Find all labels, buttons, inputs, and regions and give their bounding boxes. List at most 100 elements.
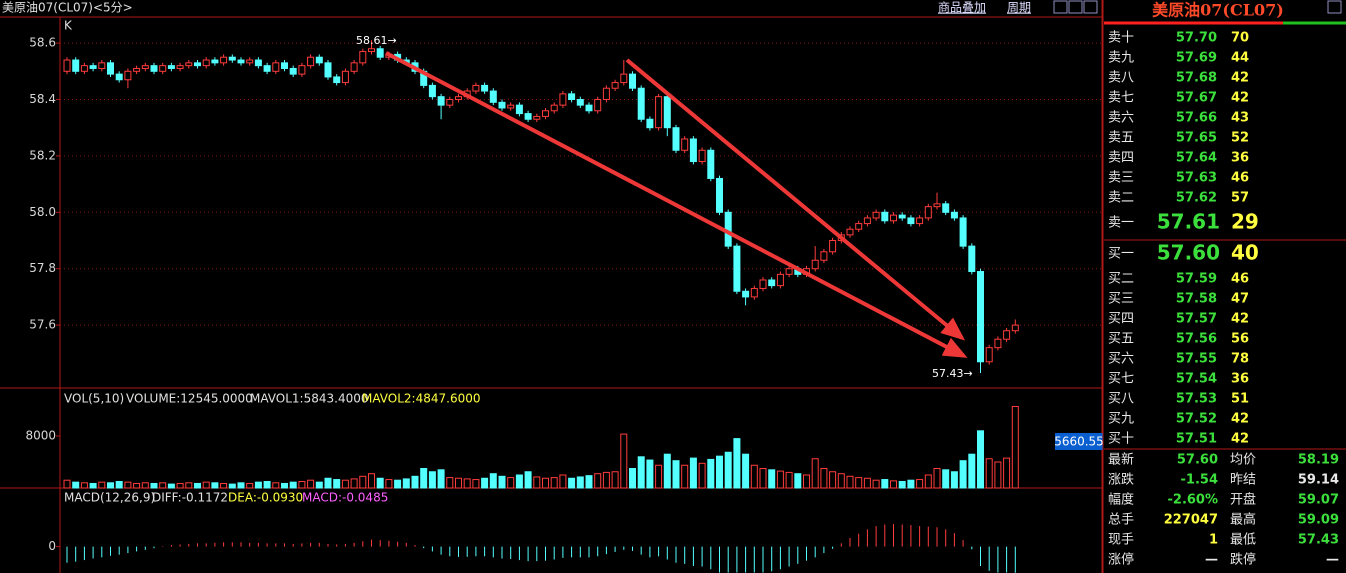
- volume-bar: [333, 479, 341, 489]
- volume-bar: [115, 481, 123, 489]
- candle-body: [263, 65, 271, 72]
- book-volume: 57: [1231, 191, 1249, 206]
- volume-bar: [341, 479, 349, 489]
- icon[interactable]: [1083, 0, 1098, 14]
- icon[interactable]: [1053, 0, 1068, 14]
- volume-bar: [794, 473, 802, 489]
- menu-overlay[interactable]: 商品叠加: [938, 0, 986, 15]
- icon[interactable]: [1327, 0, 1342, 14]
- book-label: 买十: [1108, 432, 1134, 447]
- book-label: 卖三: [1108, 171, 1134, 186]
- quote-label: 昨结: [1230, 473, 1256, 488]
- volume-bar: [620, 433, 628, 489]
- candle-body: [872, 211, 880, 219]
- candle-body: [994, 338, 1002, 349]
- volume-bar: [611, 471, 619, 489]
- volume-bar: [124, 481, 132, 489]
- quote-value: 57.43: [1298, 533, 1339, 548]
- candle-body: [141, 65, 149, 69]
- candle-body: [211, 59, 219, 64]
- candle-body: [681, 138, 689, 151]
- volume-bar: [185, 482, 193, 489]
- quote-label: 均价: [1230, 453, 1256, 468]
- candle-body: [629, 73, 636, 89]
- book-price: 57.64: [1176, 151, 1217, 166]
- icon[interactable]: [1068, 0, 1083, 14]
- candle-body: [959, 217, 967, 247]
- candle-body: [220, 56, 228, 64]
- candle-body: [194, 62, 201, 67]
- candle-body: [855, 223, 863, 230]
- candle-body: [515, 104, 523, 115]
- volume-bar: [585, 475, 593, 489]
- y-tick-label: 58.4: [29, 92, 56, 106]
- candle-body: [289, 67, 297, 75]
- quote-label: 幅度: [1108, 492, 1134, 508]
- volume-bar: [411, 475, 419, 489]
- candle-body: [863, 217, 871, 225]
- plots: 57.6 57.8 58.0 58.2 58.4 58.6 8000 0: [25, 36, 1102, 573]
- book-label: 买六: [1108, 352, 1134, 367]
- candle-body: [820, 251, 828, 261]
- annotation: 57.43→: [932, 367, 973, 380]
- candle-body: [80, 65, 88, 72]
- volume-bar: [289, 481, 297, 489]
- book-price: 57.53: [1176, 392, 1217, 407]
- volume-bar: [698, 462, 706, 489]
- candle-body: [585, 104, 593, 112]
- book-price: 57.66: [1176, 111, 1217, 126]
- volume-bar: [228, 483, 236, 489]
- menu-period[interactable]: 周期: [1007, 1, 1031, 15]
- book-volume: 36: [1231, 372, 1249, 387]
- macd-title: MACD(12,26,9): [64, 491, 155, 505]
- candle-body: [350, 62, 358, 72]
- volume-bar: [307, 479, 315, 489]
- quote-label: 跌停: [1230, 552, 1256, 568]
- y-tick-label: 57.8: [29, 261, 56, 275]
- candle-body: [576, 99, 584, 106]
- quote-label: 涨跌: [1108, 472, 1134, 488]
- candle-body: [559, 93, 567, 106]
- candle-body: [489, 90, 497, 103]
- volume-bar: [550, 477, 558, 489]
- book-volume: 78: [1231, 352, 1249, 367]
- candle-body: [307, 56, 315, 67]
- candle-body: [455, 96, 462, 101]
- book-price: 57.58: [1176, 292, 1217, 307]
- book-label: 买七: [1108, 372, 1134, 387]
- book-label: 买九: [1108, 412, 1134, 427]
- volume-bar: [881, 479, 889, 489]
- candle-body: [689, 138, 697, 163]
- volume-bar: [855, 477, 863, 489]
- volume-bar: [576, 476, 584, 489]
- candle-body: [907, 217, 915, 225]
- macd-bars: [66, 523, 1016, 573]
- book-price: 57.62: [1176, 191, 1217, 206]
- cursor-box: [1055, 433, 1103, 450]
- candle-body: [742, 290, 750, 298]
- volume-bar: [455, 477, 462, 489]
- candle-body: [107, 62, 114, 75]
- candle-body: [533, 115, 541, 120]
- candle-body: [942, 203, 950, 213]
- book-label: 买四: [1108, 312, 1134, 327]
- volume-bar: [133, 482, 141, 489]
- candle-body: [237, 59, 245, 64]
- volume-bar: [368, 473, 375, 489]
- volume-bar: [420, 468, 428, 489]
- volume-bar: [898, 481, 906, 489]
- quote-value: 57.60: [1177, 453, 1218, 468]
- volume-bar: [385, 479, 393, 489]
- candle-body: [333, 76, 341, 84]
- book-volume: 51: [1231, 392, 1249, 407]
- volume-bar: [324, 477, 332, 489]
- candle-body: [811, 259, 819, 270]
- toolbar-icons[interactable]: [1053, 0, 1098, 14]
- vol-legend: MAVOL1:5843.4000: [250, 392, 369, 406]
- candle-body: [611, 82, 619, 89]
- volume-bar: [394, 479, 402, 489]
- vol-legend: VOLUME:12545.0000: [126, 392, 253, 406]
- macd-legend: DIFF:-0.1172: [152, 491, 228, 505]
- candle-body: [341, 70, 349, 84]
- volume-bar: [950, 471, 958, 489]
